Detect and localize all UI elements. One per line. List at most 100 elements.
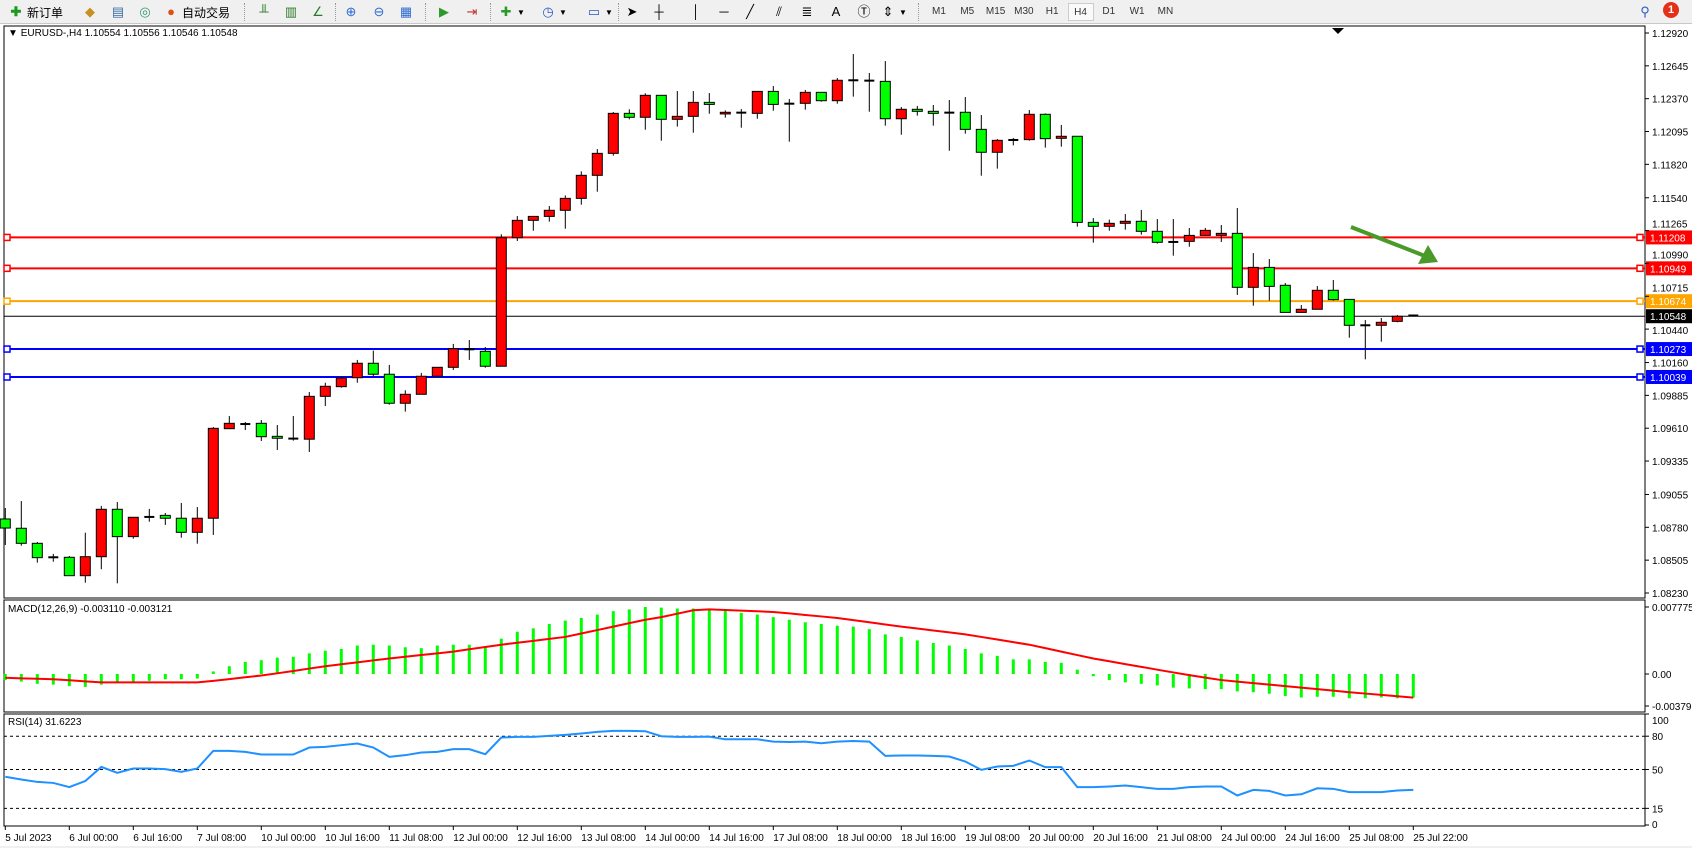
rsi-label: RSI(14) 31.6223 [8,717,82,728]
time-tick-label: 18 Jul 16:00 [901,833,956,844]
candle-body [303,395,315,440]
horizontal-line-icon: ─ [719,4,729,19]
candle-body [159,514,171,519]
chart-shift-icon: ⇥ [466,4,478,19]
candle-body [751,90,763,114]
time-tick-label: 20 Jul 00:00 [1029,833,1084,844]
auto-trading-label: 自动交易 [182,5,231,20]
price-level-tag [1646,342,1692,357]
fibonacci-button[interactable]: ≣ [799,2,815,22]
candle-body [335,377,347,388]
new-order-button[interactable]: ✚ 新订单 [8,2,63,22]
rsi-line [5,729,1414,797]
status-strip [0,846,1692,848]
period-m30[interactable]: M30 [1014,6,1034,17]
search-button[interactable]: ⚲ [1637,2,1653,22]
chart-shift-button[interactable]: ⇥ [464,2,480,22]
equidistant-channel-icon: ⫽ [776,4,782,19]
trendline-button[interactable]: ╱ [742,2,758,22]
price-tick-label: 1.12645 [1652,62,1689,73]
candle-body [719,111,731,115]
candle-body [1343,298,1355,326]
chart-canvas[interactable]: 1.11208 1.10949 1.10674 1.10548 1.10273 1.100… [0,24,1692,848]
candle-body [1103,222,1115,227]
candle-body [799,91,811,104]
autoscroll-button[interactable]: ▶ [436,2,452,22]
level-handle-left [3,373,11,381]
period-d1[interactable]: D1 [1102,6,1116,17]
periods-button[interactable]: ◷ ▼ [540,2,567,22]
period-m5[interactable]: M5 [960,6,975,17]
price-level-tag [1646,261,1692,276]
period-h1[interactable]: H1 [1045,6,1059,17]
price-level-tag [1646,294,1692,309]
fibonacci-icon: ≣ [801,4,813,19]
arrows-button[interactable]: ⇕ ▼ [880,2,907,22]
data-window-icon: ▤ [111,4,125,19]
horizontal-line-button[interactable]: ─ [716,2,732,22]
text-label-button[interactable]: Ⓣ [856,2,872,22]
zoom-out-button[interactable]: ⊖ [371,2,387,22]
candlestick-button[interactable]: ▥ [283,2,299,22]
crosshair-icon: ┼ [654,4,664,19]
macd-tick-label: 0.00 [1652,670,1672,681]
auto-trading-button[interactable]: ● 自动交易 [163,2,230,22]
vertical-line-button[interactable]: │ [688,2,704,22]
arrows-icon: ⇕ [882,4,894,19]
time-tick-label: 11 Jul 08:00 [389,833,443,844]
period-m1[interactable]: M1 [932,6,946,17]
rsi-tick-label: 0 [1652,820,1658,831]
line-chart-button[interactable]: ∠ [310,2,326,22]
macd-panel-border [3,599,1646,713]
chart-background [0,24,1692,848]
data-window-button[interactable]: ▤ [110,2,126,22]
candle-body [1055,135,1067,139]
candle-body [959,111,971,130]
period-mn[interactable]: MN [1157,6,1174,17]
time-tick-label: 12 Jul 00:00 [453,833,508,844]
cursor-button[interactable]: ➤ [624,2,640,22]
candle-body [495,237,507,367]
crosshair-button[interactable]: ┼ [651,2,667,22]
period-m15[interactable]: M15 [985,6,1006,17]
candle-body [991,139,1003,153]
candle-body [1231,232,1243,288]
time-tick-label: 7 Jul 08:00 [197,833,246,844]
notification-badge[interactable]: 1 [1663,2,1679,18]
new-order-icon: ✚ [10,4,22,19]
period-h4[interactable]: H4 [1067,3,1094,21]
indicators-button[interactable]: ✚ ▼ [498,2,525,22]
candle-body [911,108,923,112]
time-tick-label: 20 Jul 16:00 [1093,833,1148,844]
periods-icon: ◷ [542,4,554,19]
candle-body [367,362,379,375]
zoom-in-icon: ⊕ [345,4,357,19]
period-w1[interactable]: W1 [1129,6,1145,17]
candle-body [383,373,395,404]
time-tick-label: 24 Jul 00:00 [1221,833,1276,844]
candle-body [1023,113,1035,141]
collapse-triangle-icon[interactable]: ▼ [8,28,18,39]
candle-body [127,516,139,538]
candle-body [895,108,907,120]
level-handle-left [3,345,11,353]
symbol-header-text: EURUSD-,H4 1.10554 1.10556 1.10546 1.105… [20,28,238,39]
templates-button[interactable]: ▭ ▼ [586,2,613,22]
market-watch-button[interactable]: ◆ [82,2,98,22]
candle-body [431,366,443,377]
indicators-icon: ✚ [500,4,512,19]
macd-tick-label: 0.007775 [1652,603,1692,614]
candle-body [591,152,603,176]
new-order-label: 新订单 [27,5,64,20]
zoom-in-button[interactable]: ⊕ [343,2,359,22]
candle-body [767,90,779,105]
navigator-button[interactable]: ◎ [137,2,153,22]
bar-chart-button[interactable]: ╨ [256,2,272,22]
candle-body [1375,321,1387,326]
price-level-value: 1.11208 [1650,233,1686,244]
price-tick-label: 1.12095 [1652,128,1689,139]
text-button[interactable]: A [828,2,844,22]
tile-windows-button[interactable]: ▦ [398,2,414,22]
bar-chart-icon: ╨ [259,4,269,19]
equidistant-channel-button[interactable]: ⫽ [771,2,787,22]
